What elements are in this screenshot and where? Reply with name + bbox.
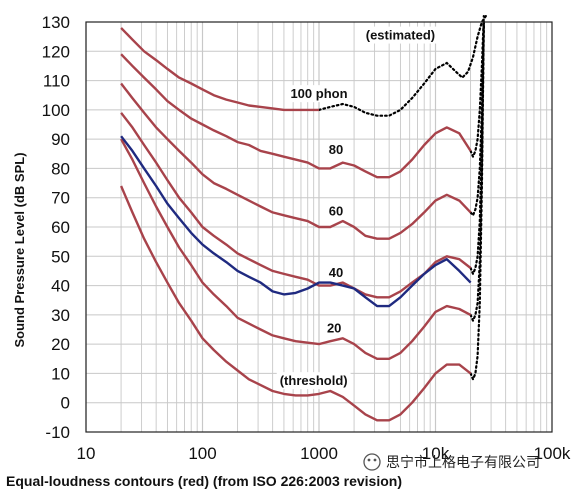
annotation-bg xyxy=(276,372,351,390)
y-axis-label: Sound Pressure Level (dB SPL) xyxy=(12,152,27,347)
watermark-icon xyxy=(363,453,381,471)
x-axis-label: Equal-loudness contours (red) (from ISO … xyxy=(6,473,402,489)
y-tick-label: 100 xyxy=(42,101,70,120)
series-line xyxy=(120,135,472,308)
series-line xyxy=(120,82,472,240)
y-tick-label: 0 xyxy=(61,394,70,413)
series-line xyxy=(120,112,472,299)
plot-frame xyxy=(85,21,553,433)
y-tick-label: 90 xyxy=(51,130,70,149)
series-line xyxy=(120,53,472,179)
annotation-bg xyxy=(323,319,345,337)
x-tick-label: 100 xyxy=(188,444,216,463)
y-tick-label: 30 xyxy=(51,306,70,325)
y-tick-labels: -10 0 10 20 30 40 50 60 70 80 90 100 110 120 130 xyxy=(42,13,70,442)
annotation-bg xyxy=(325,263,347,281)
watermark: 思宁市上格电子有限公司 xyxy=(363,453,540,471)
y-tick-label: 110 xyxy=(43,72,70,91)
y-tick-label: 20 xyxy=(51,335,70,354)
y-tick-label: 50 xyxy=(51,247,70,266)
watermark-icon-dot2 xyxy=(373,458,377,462)
annotations: (estimated) 100 phon 80 60 40 20 (threshold) xyxy=(276,26,439,390)
watermark-text: 思宁市上格电子有限公司 xyxy=(386,454,540,471)
estimated-curve xyxy=(469,20,485,324)
series-line xyxy=(120,138,472,360)
annotation-bg xyxy=(362,26,439,44)
watermark-icon-dot xyxy=(367,458,371,462)
series-line xyxy=(120,27,319,112)
x-tick-label: 1000 xyxy=(300,444,338,463)
estimated-curve xyxy=(469,20,485,383)
annotation-label: 100 phon xyxy=(290,86,347,101)
y-tick-label: 80 xyxy=(51,159,70,178)
x-tick-label: 100k xyxy=(534,444,571,463)
series-line xyxy=(119,185,472,422)
estimated-curve xyxy=(317,15,487,117)
y-tick-label: 40 xyxy=(51,277,70,296)
estimated-curves xyxy=(317,15,487,383)
annotation-label: (estimated) xyxy=(366,28,435,43)
annotation-bg xyxy=(287,85,351,103)
annotation-label: 40 xyxy=(329,265,343,280)
x-tick-label: 10 xyxy=(77,444,96,463)
annotation-label: 20 xyxy=(327,320,341,335)
annotation-label: 60 xyxy=(329,203,343,218)
annotation-label: 80 xyxy=(329,142,343,157)
y-tick-label: 130 xyxy=(42,13,70,32)
annotation-bg xyxy=(325,202,347,220)
y-tick-label: 10 xyxy=(51,364,70,383)
y-tick-label: 70 xyxy=(51,189,70,208)
annotation-bg xyxy=(325,140,347,158)
y-tick-label: 120 xyxy=(42,42,70,61)
y-tick-label: 60 xyxy=(51,218,70,237)
contour-curves xyxy=(119,27,472,422)
x-tick-label: 10k xyxy=(422,444,450,463)
annotation-label: (threshold) xyxy=(280,373,348,388)
y-tick-label: -10 xyxy=(45,423,70,442)
x-tick-labels: 10 100 1000 10k 100k xyxy=(77,444,571,463)
